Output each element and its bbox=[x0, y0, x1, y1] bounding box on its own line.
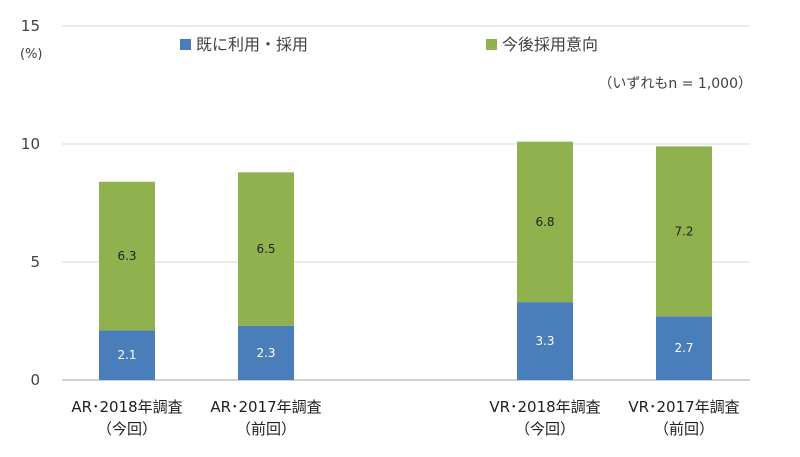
legend-swatch bbox=[486, 39, 497, 50]
x-category-sublabel: （今回） bbox=[515, 420, 575, 438]
data-label: 3.3 bbox=[535, 334, 554, 348]
y-tick-label: 10 bbox=[21, 135, 40, 153]
bar-segment-already-adopted bbox=[517, 302, 573, 380]
y-tick-label: 5 bbox=[30, 253, 40, 271]
bar-segment-already-adopted bbox=[99, 330, 155, 380]
data-label: 6.3 bbox=[117, 249, 136, 263]
data-labels: 2.1 6.3 2.3 6.5 3.3 6.8 2.7 7.2 bbox=[117, 215, 693, 362]
bars bbox=[99, 141, 712, 380]
bar-segment-planned bbox=[238, 172, 294, 326]
data-label: 6.5 bbox=[256, 242, 275, 256]
y-tick-label: 15 bbox=[21, 17, 40, 35]
bar-segment-planned bbox=[656, 146, 712, 317]
x-category-label: AR･2018年調査 bbox=[71, 398, 182, 416]
bar-segment-already-adopted bbox=[656, 316, 712, 380]
legend-swatch bbox=[180, 39, 191, 50]
bar-segment-already-adopted bbox=[238, 325, 294, 380]
data-label: 7.2 bbox=[674, 224, 693, 238]
sample-size-note: （いずれもn = 1,000） bbox=[598, 76, 752, 92]
x-category-label: VR･2018年調査 bbox=[489, 398, 600, 416]
bar-segment-planned bbox=[99, 181, 155, 331]
data-label: 2.3 bbox=[256, 346, 275, 360]
x-category-sublabel: （前回） bbox=[654, 420, 714, 438]
x-category-sublabel: （前回） bbox=[236, 420, 296, 438]
legend-label: 今後採用意向 bbox=[502, 35, 598, 54]
legend-label: 既に利用・採用 bbox=[196, 35, 308, 54]
gridlines bbox=[62, 25, 750, 381]
legend: 既に利用・採用 今後採用意向 bbox=[180, 35, 598, 54]
x-axis-labels: AR･2018年調査 （今回） AR･2017年調査 （前回） VR･2018年調査 （今… bbox=[71, 398, 739, 438]
y-axis: 0 5 10 15 bbox=[21, 17, 40, 389]
data-label: 2.7 bbox=[674, 341, 693, 355]
data-label: 6.8 bbox=[535, 215, 554, 229]
data-label: 2.1 bbox=[117, 348, 136, 362]
y-unit-label: (%) bbox=[20, 47, 43, 62]
x-category-sublabel: （今回） bbox=[97, 420, 157, 438]
x-category-label: AR･2017年調査 bbox=[210, 398, 321, 416]
y-tick-label: 0 bbox=[30, 371, 40, 389]
x-category-label: VR･2017年調査 bbox=[628, 398, 739, 416]
bar-segment-planned bbox=[517, 141, 573, 303]
